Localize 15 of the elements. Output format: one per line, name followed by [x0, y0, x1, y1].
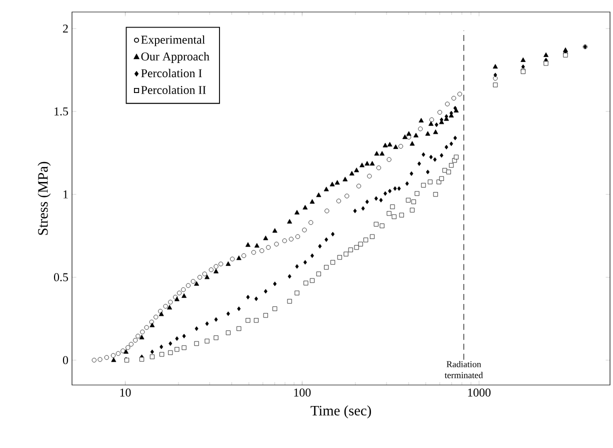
legend-label: Percolation II: [141, 86, 206, 94]
x-tick-label: 10: [120, 388, 131, 397]
y-tick-label: 2: [63, 24, 68, 33]
legend-label: Percolation I: [141, 68, 202, 78]
x-tick-label: 1000: [468, 388, 491, 397]
legend-label: Experimental: [141, 35, 205, 46]
ref-line-label: Radiation terminated: [444, 360, 483, 378]
y-tick-label: 0.5: [54, 273, 68, 282]
y-tick-label: 1.5: [54, 107, 68, 116]
legend-label: Our Approach: [141, 52, 210, 63]
x-tick-label: 100: [294, 388, 311, 397]
x-axis-title: Time (sec): [310, 405, 371, 418]
y-tick-label: 0: [62, 356, 68, 364]
y-axis-title: Stress (MPa): [38, 162, 51, 235]
y-tick-label: 1: [64, 190, 68, 198]
